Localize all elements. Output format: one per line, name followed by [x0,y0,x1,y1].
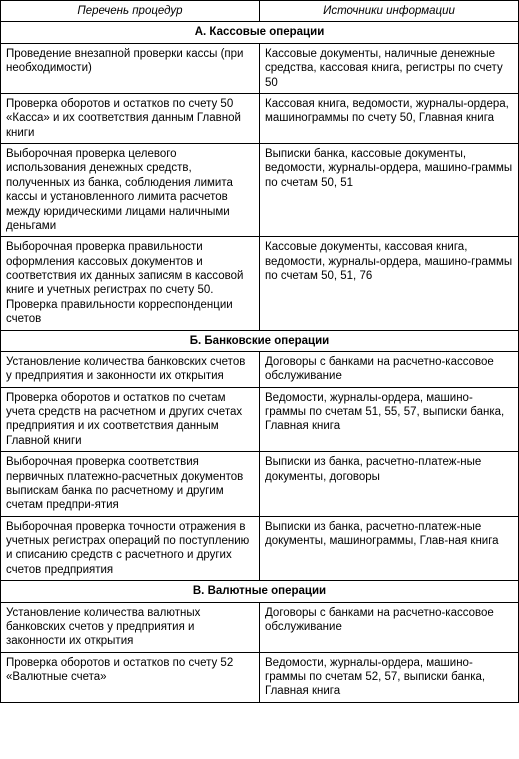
source-cell: Ведомости, журналы-ордера, машино-граммы… [260,652,519,702]
procedure-cell: Установление количества валютных банковс… [1,602,260,652]
section-c-header-row: В. Валютные операции [1,581,519,602]
table-row: Выборочная проверка целевого использован… [1,144,519,237]
procedure-cell: Проверка оборотов и остатков по счетам у… [1,387,260,452]
procedure-cell: Установление количества банковских счето… [1,351,260,387]
table-row: Выборочная проверка точности отражения в… [1,516,519,581]
section-a-header-row: А. Кассовые операции [1,22,519,43]
source-cell: Выписки банка, кассовые документы, ведом… [260,144,519,237]
procedure-cell: Выборочная проверка соответствия первичн… [1,452,260,517]
procedure-cell: Проверка оборотов и остатков по счету 50… [1,93,260,143]
header-row: Перечень процедур Источники информации [1,1,519,22]
table-row: Проверка оборотов и остатков по счету 50… [1,93,519,143]
table-row: Выборочная проверка соответствия первичн… [1,452,519,517]
source-cell: Договоры с банками на расчетно-кассовое … [260,351,519,387]
source-cell: Выписки из банка, расчетно-платеж-ные до… [260,516,519,581]
section-c-title: В. Валютные операции [1,581,519,602]
procedures-table: Перечень процедур Источники информации А… [0,0,519,703]
source-cell: Кассовая книга, ведомости, журналы-ордер… [260,93,519,143]
table-row: Проверка оборотов и остатков по счетам у… [1,387,519,452]
table-row: Выборочная проверка правильности оформле… [1,237,519,330]
source-cell: Выписки из банка, расчетно-платеж-ные до… [260,452,519,517]
procedure-cell: Проверка оборотов и остатков по счету 52… [1,652,260,702]
table-row: Проверка оборотов и остатков по счету 52… [1,652,519,702]
procedure-cell: Выборочная проверка целевого использован… [1,144,260,237]
table-row: Установление количества валютных банковс… [1,602,519,652]
procedure-cell: Выборочная проверка правильности оформле… [1,237,260,330]
section-b-title: Б. Банковские операции [1,330,519,351]
header-sources: Источники информации [260,1,519,22]
table-row: Проведение внезапной проверки кассы (при… [1,43,519,93]
source-cell: Ведомости, журналы-ордера, машино-граммы… [260,387,519,452]
section-a-title: А. Кассовые операции [1,22,519,43]
procedure-cell: Выборочная проверка точности отражения в… [1,516,260,581]
source-cell: Кассовые документы, кассовая книга, ведо… [260,237,519,330]
procedure-cell: Проведение внезапной проверки кассы (при… [1,43,260,93]
source-cell: Договоры с банками на расчетно-кассовое … [260,602,519,652]
section-b-header-row: Б. Банковские операции [1,330,519,351]
header-procedures: Перечень процедур [1,1,260,22]
source-cell: Кассовые документы, наличные денежные ср… [260,43,519,93]
table-row: Установление количества банковских счето… [1,351,519,387]
